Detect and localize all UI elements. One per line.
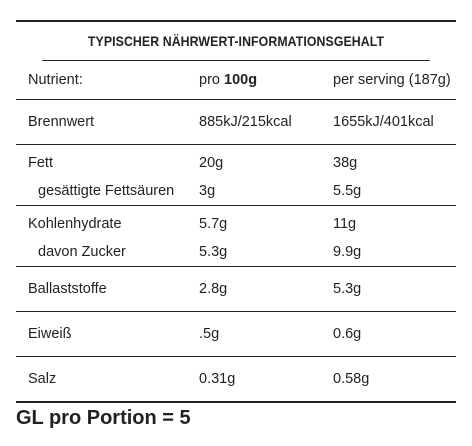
nutrient-name: Kohlenhydrate	[28, 216, 122, 232]
value-per-serving: 0.6g	[333, 326, 362, 342]
value-per-serving: 1655kJ/401kcal	[333, 114, 434, 130]
nutrient-name: Ballaststoffe	[28, 281, 107, 297]
table-row-energy: Brennwert 885kJ/215kcal 1655kJ/401kcal	[16, 100, 456, 145]
glycemic-load-text: GL pro Portion = 5	[16, 407, 191, 429]
sub-value-per-serving: 5.5g	[333, 183, 362, 199]
sub-nutrient-name: davon Zucker	[38, 244, 126, 260]
value-per-100g: 885kJ/215kcal	[199, 114, 292, 130]
table-row-carbohydrates: Kohlenhydrate 5.7g 11g davon Zucker 5.3g…	[16, 206, 456, 267]
value-per-serving: 11g	[333, 216, 357, 232]
value-per-serving: 0.58g	[333, 371, 370, 387]
header-row: Nutrient: pro 100g per serving (187g)	[16, 61, 456, 100]
nutrient-name: Eiweiß	[28, 326, 72, 342]
value-per-100g: 2.8g	[199, 281, 228, 297]
sub-value-per-100g: 5.3g	[199, 244, 228, 260]
nutrient-name: Fett	[28, 155, 53, 171]
sub-nutrient-name: gesättigte Fettsäuren	[38, 183, 175, 199]
header-nutrient: Nutrient:	[28, 72, 83, 88]
header-per-serving: per serving (187g)	[333, 72, 451, 88]
table-row-fat: Fett 20g 38g gesättigte Fettsäuren 3g 5.…	[16, 145, 456, 206]
nutrient-name: Brennwert	[28, 114, 95, 130]
sub-value-per-serving: 9.9g	[333, 244, 362, 260]
nutrient-name: Salz	[28, 371, 57, 387]
value-per-100g: .5g	[199, 326, 220, 342]
value-per-100g: 0.31g	[199, 371, 236, 387]
value-per-100g: 5.7g	[199, 216, 228, 232]
table-title: TYPISCHER NÄHRWERT-INFORMATIONSGEHALT	[42, 22, 430, 61]
sub-value-per-100g: 3g	[199, 183, 216, 199]
header-per-100g: pro 100g	[199, 72, 258, 88]
nutrition-table: TYPISCHER NÄHRWERT-INFORMATIONSGEHALT Nu…	[16, 20, 456, 403]
value-per-serving: 5.3g	[333, 281, 362, 297]
value-per-100g: 20g	[199, 155, 224, 171]
table-row-fibre: Ballaststoffe 2.8g 5.3g	[16, 267, 456, 312]
table-row-salt: Salz 0.31g 0.58g	[16, 357, 456, 401]
value-per-serving: 38g	[333, 155, 358, 171]
table-row-protein: Eiweiß .5g 0.6g	[16, 312, 456, 357]
